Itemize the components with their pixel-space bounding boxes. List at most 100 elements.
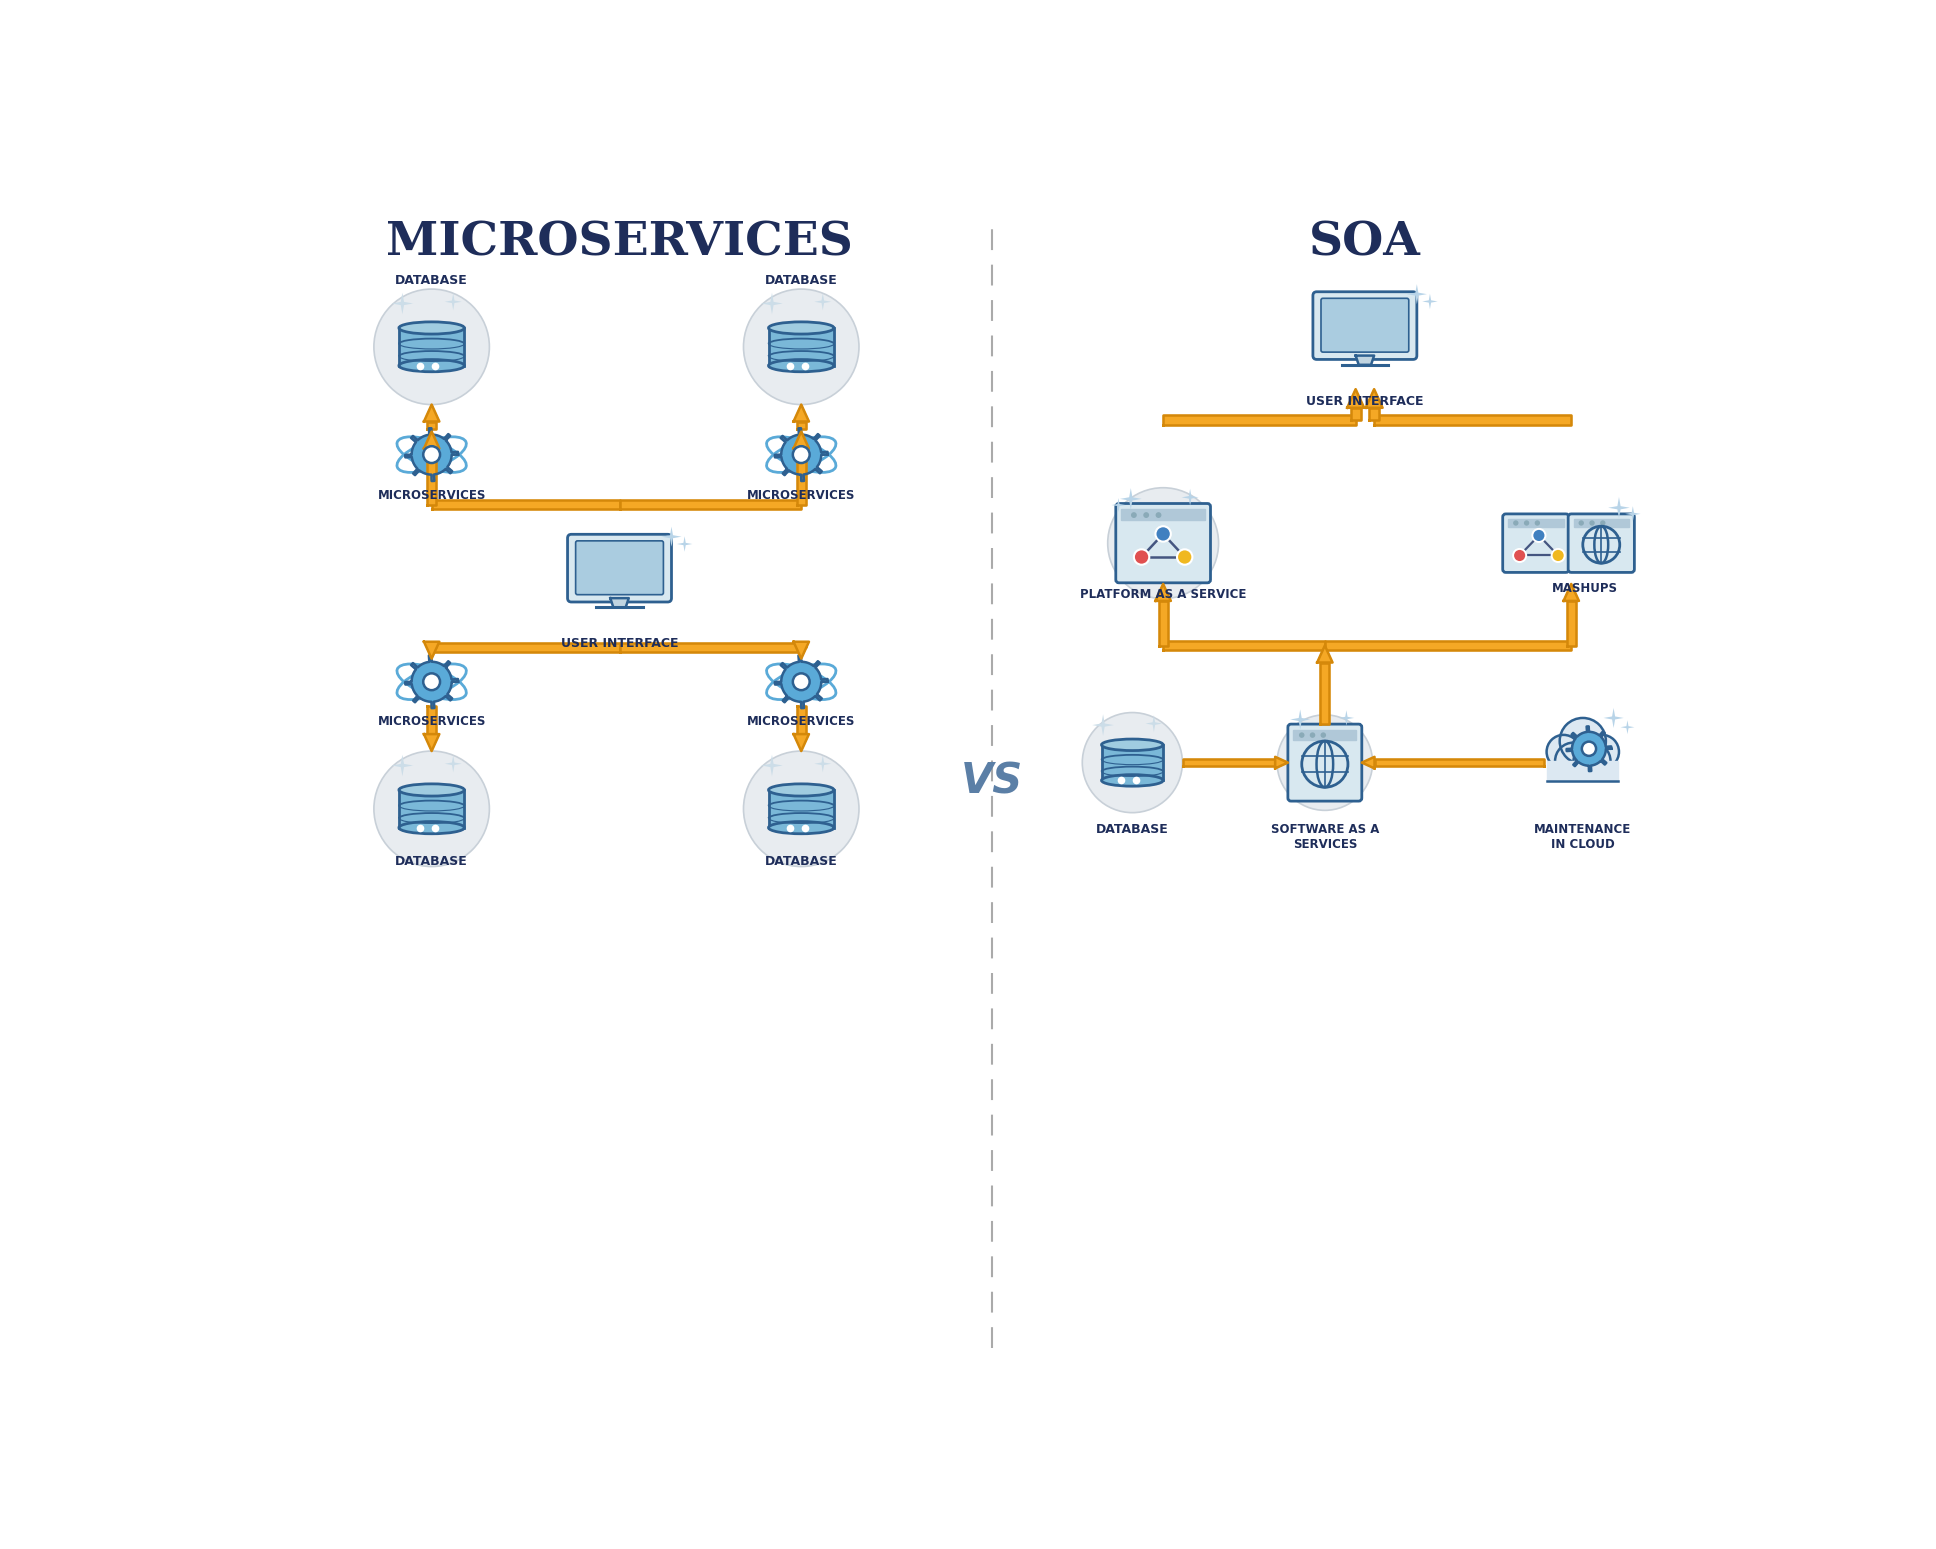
Circle shape bbox=[374, 290, 490, 404]
Polygon shape bbox=[620, 643, 802, 652]
Circle shape bbox=[1514, 520, 1518, 525]
Polygon shape bbox=[1156, 584, 1171, 601]
Polygon shape bbox=[405, 655, 459, 708]
Polygon shape bbox=[1547, 761, 1618, 781]
Text: PLATFORM AS A SERVICE: PLATFORM AS A SERVICE bbox=[1080, 587, 1247, 601]
Circle shape bbox=[1601, 520, 1605, 525]
Polygon shape bbox=[1102, 745, 1164, 781]
Polygon shape bbox=[815, 756, 831, 773]
FancyBboxPatch shape bbox=[567, 534, 672, 603]
Text: DATABASE: DATABASE bbox=[765, 274, 838, 287]
Circle shape bbox=[1144, 513, 1150, 517]
Text: SOFTWARE AS A
SERVICES: SOFTWARE AS A SERVICES bbox=[1270, 823, 1378, 850]
FancyBboxPatch shape bbox=[575, 541, 664, 595]
Polygon shape bbox=[432, 500, 620, 510]
Polygon shape bbox=[1508, 519, 1564, 528]
FancyBboxPatch shape bbox=[1115, 503, 1210, 582]
Polygon shape bbox=[1355, 356, 1375, 366]
Polygon shape bbox=[610, 598, 629, 607]
Polygon shape bbox=[798, 706, 805, 734]
FancyBboxPatch shape bbox=[1313, 291, 1417, 359]
Polygon shape bbox=[1092, 714, 1113, 736]
Polygon shape bbox=[620, 500, 802, 510]
Circle shape bbox=[374, 751, 490, 866]
FancyBboxPatch shape bbox=[1320, 299, 1409, 352]
Ellipse shape bbox=[399, 784, 465, 796]
Circle shape bbox=[1311, 733, 1315, 737]
Circle shape bbox=[794, 446, 809, 463]
Polygon shape bbox=[391, 754, 412, 776]
Polygon shape bbox=[1566, 726, 1611, 771]
Polygon shape bbox=[399, 328, 465, 366]
Polygon shape bbox=[798, 449, 805, 505]
Polygon shape bbox=[1121, 488, 1142, 510]
Polygon shape bbox=[1351, 407, 1361, 420]
Polygon shape bbox=[798, 641, 805, 647]
Circle shape bbox=[743, 290, 860, 404]
Polygon shape bbox=[794, 404, 809, 421]
FancyBboxPatch shape bbox=[1287, 723, 1361, 801]
Circle shape bbox=[424, 674, 439, 691]
Ellipse shape bbox=[1102, 774, 1164, 787]
Polygon shape bbox=[1164, 641, 1324, 651]
Polygon shape bbox=[1316, 646, 1332, 663]
FancyBboxPatch shape bbox=[1568, 514, 1634, 573]
Circle shape bbox=[1547, 734, 1580, 768]
Text: MICROSERVICES: MICROSERVICES bbox=[747, 716, 856, 728]
Polygon shape bbox=[662, 527, 681, 547]
Polygon shape bbox=[1111, 499, 1125, 513]
Circle shape bbox=[424, 446, 439, 463]
Circle shape bbox=[1582, 742, 1595, 756]
Polygon shape bbox=[769, 328, 834, 366]
Ellipse shape bbox=[769, 821, 834, 833]
Polygon shape bbox=[1121, 510, 1204, 520]
Ellipse shape bbox=[399, 322, 465, 335]
Polygon shape bbox=[1183, 759, 1276, 765]
Polygon shape bbox=[424, 404, 439, 421]
Text: DATABASE: DATABASE bbox=[765, 855, 838, 867]
Circle shape bbox=[1082, 713, 1183, 813]
Polygon shape bbox=[678, 536, 693, 551]
Circle shape bbox=[1524, 520, 1529, 525]
Polygon shape bbox=[445, 756, 461, 773]
Polygon shape bbox=[428, 421, 436, 429]
Circle shape bbox=[1560, 717, 1605, 764]
FancyBboxPatch shape bbox=[1502, 514, 1568, 573]
Polygon shape bbox=[1375, 415, 1572, 424]
Polygon shape bbox=[432, 643, 620, 652]
Polygon shape bbox=[1181, 489, 1198, 507]
Polygon shape bbox=[1158, 601, 1167, 646]
Polygon shape bbox=[1564, 584, 1580, 601]
Circle shape bbox=[1589, 520, 1595, 525]
Polygon shape bbox=[424, 432, 439, 449]
Polygon shape bbox=[405, 428, 459, 482]
Circle shape bbox=[1278, 716, 1373, 810]
Text: USER INTERFACE: USER INTERFACE bbox=[1307, 395, 1423, 407]
Polygon shape bbox=[424, 734, 439, 751]
Ellipse shape bbox=[769, 359, 834, 372]
Circle shape bbox=[1320, 733, 1326, 737]
Circle shape bbox=[1514, 548, 1526, 562]
Circle shape bbox=[1156, 513, 1162, 517]
Circle shape bbox=[1574, 742, 1611, 779]
Ellipse shape bbox=[1102, 739, 1164, 751]
Polygon shape bbox=[424, 641, 439, 658]
Polygon shape bbox=[1603, 708, 1624, 728]
Circle shape bbox=[1535, 520, 1539, 525]
Text: DATABASE: DATABASE bbox=[395, 855, 469, 867]
Circle shape bbox=[1578, 520, 1584, 525]
Circle shape bbox=[1551, 548, 1564, 562]
Polygon shape bbox=[1609, 497, 1630, 519]
Ellipse shape bbox=[399, 359, 465, 372]
Text: USER INTERFACE: USER INTERFACE bbox=[561, 637, 678, 651]
Polygon shape bbox=[428, 706, 436, 734]
Text: DATABASE: DATABASE bbox=[395, 274, 469, 287]
Text: MASHUPS: MASHUPS bbox=[1553, 582, 1618, 595]
Circle shape bbox=[1134, 550, 1150, 565]
Polygon shape bbox=[1423, 294, 1438, 310]
Polygon shape bbox=[1324, 641, 1572, 651]
Polygon shape bbox=[1320, 663, 1330, 723]
Circle shape bbox=[1299, 733, 1305, 737]
Polygon shape bbox=[1146, 716, 1162, 733]
Polygon shape bbox=[399, 790, 465, 827]
